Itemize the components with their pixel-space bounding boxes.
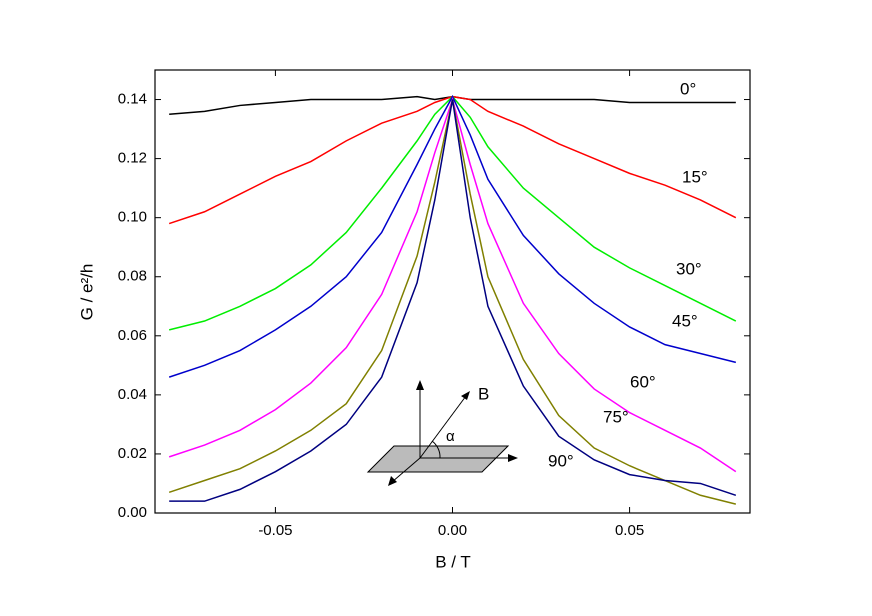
series-label: 60° [630,372,656,391]
series-line [168,96,737,473]
y-tick-label: 0.12 [118,150,147,167]
series-line [168,95,737,331]
y-tick-label: 0.06 [118,327,147,344]
series-label: 45° [672,311,698,330]
series-line [168,94,737,378]
series-line [169,99,737,502]
inset-arrowhead [416,380,424,390]
inset-diagram: B α [366,380,518,486]
inset-angle-label: α [446,428,455,445]
x-tick-label: -0.05 [258,522,292,539]
inset-arrowhead [388,476,397,486]
series-label: 0° [680,79,696,98]
series-line [168,95,737,225]
series-label: 75° [603,407,629,426]
y-tick-label: 0.14 [118,91,147,108]
series-label: 30° [676,259,702,278]
inset-field [419,395,467,459]
inset-axis [391,457,421,483]
x-tick-label: 0.05 [615,522,644,539]
inset-plane [366,445,510,473]
y-tick-label: 0.10 [118,209,147,226]
inset-angle-arc [431,440,441,459]
x-tick-label: 0.00 [438,522,467,539]
y-tick-label: 0.02 [118,445,147,462]
y-tick-label: 0.00 [118,504,147,521]
series-label: 15° [682,167,708,186]
y-tick-label: 0.08 [118,268,147,285]
inset-arrowhead [508,454,518,462]
y-axis-label: G / e²/h [77,264,96,321]
inset-field-label: B [478,384,489,403]
inset-arrowhead [461,391,470,400]
x-axis-label: B / T [435,552,471,571]
y-tick-label: 0.04 [118,386,147,403]
series-label: 90° [548,451,574,470]
